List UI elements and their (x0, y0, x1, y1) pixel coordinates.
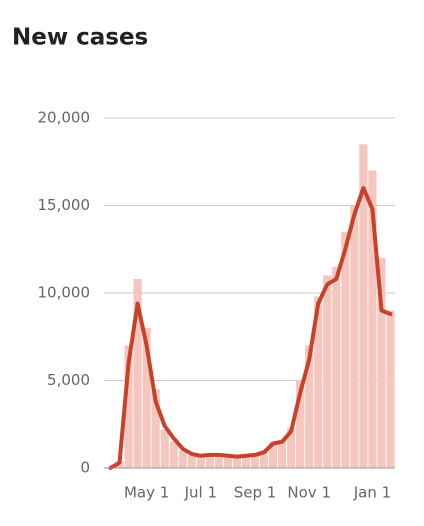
bar (287, 427, 296, 468)
bar (232, 457, 242, 468)
bar (178, 450, 187, 468)
y-tick-label: 0 (80, 459, 90, 477)
x-tick-label: Nov 1 (287, 484, 331, 502)
bar (332, 266, 341, 468)
bar (305, 345, 314, 468)
bar (205, 454, 214, 468)
bar (142, 328, 151, 468)
x-tick-label: Sep 1 (234, 484, 277, 502)
bar (124, 345, 133, 468)
bar (196, 455, 205, 468)
bar (386, 310, 395, 468)
y-tick-label: 15,000 (38, 196, 91, 214)
y-tick-label: 5,000 (47, 371, 90, 389)
bar (187, 455, 196, 468)
bar (160, 429, 169, 468)
bar (169, 441, 178, 468)
bar (368, 170, 377, 468)
y-tick-label: 20,000 (38, 109, 91, 127)
bar (278, 440, 287, 468)
y-tick-label: 10,000 (38, 284, 91, 302)
bar (223, 455, 232, 468)
bar (377, 258, 386, 468)
bar (323, 275, 332, 468)
bar (296, 380, 305, 468)
bar (214, 455, 223, 468)
bar (269, 441, 278, 468)
bar (151, 389, 160, 468)
bar (341, 231, 350, 468)
bar (250, 454, 260, 468)
bar (259, 450, 269, 468)
bar (350, 205, 359, 468)
bar (359, 144, 368, 468)
line (108, 186, 393, 470)
x-tick-label: Jan 1 (353, 484, 391, 502)
x-tick-label: May 1 (124, 484, 169, 502)
x-tick-label: Jul 1 (184, 484, 217, 502)
bar (314, 296, 323, 468)
bar (133, 279, 142, 468)
bar (241, 455, 251, 468)
chart-title: New cases (12, 25, 148, 51)
